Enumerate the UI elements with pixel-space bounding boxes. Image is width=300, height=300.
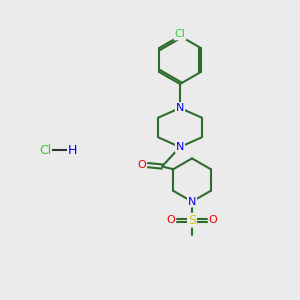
Text: N: N — [176, 103, 184, 113]
Text: N: N — [176, 142, 184, 152]
Text: S: S — [188, 214, 196, 227]
Text: H: H — [67, 143, 77, 157]
Text: Cl: Cl — [39, 143, 51, 157]
Text: N: N — [188, 196, 196, 207]
Text: Cl: Cl — [175, 29, 185, 40]
Text: O: O — [137, 160, 146, 170]
Text: O: O — [167, 215, 176, 225]
Text: O: O — [208, 215, 217, 225]
